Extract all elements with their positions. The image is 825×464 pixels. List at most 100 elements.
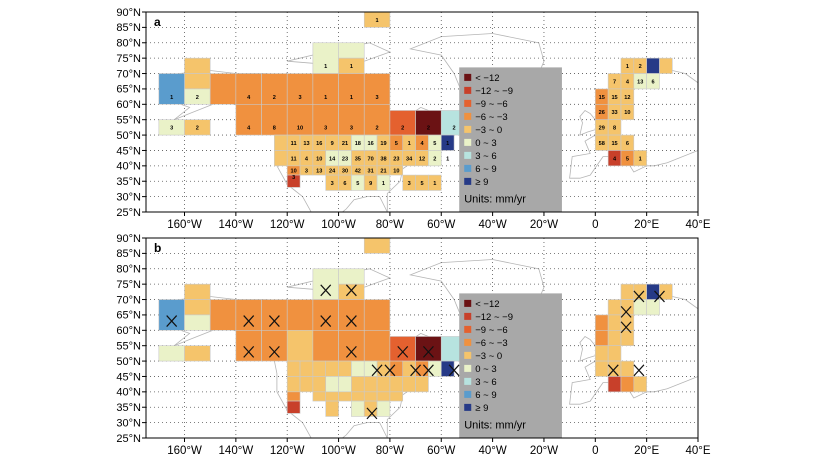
legend-item-label: −9 ~ −6	[475, 99, 508, 110]
lon-tick-label: 80°W	[376, 445, 404, 457]
grid-cell	[607, 330, 622, 346]
legend-swatch	[464, 390, 472, 398]
x-mark	[345, 315, 357, 327]
legend-swatch	[464, 299, 472, 307]
lat-tick-label: 70°N	[116, 294, 141, 306]
grid-cell	[376, 391, 391, 402]
x-mark	[620, 305, 632, 318]
grid-cell	[607, 314, 622, 331]
grid-cell	[620, 104, 635, 120]
cell-count: 21	[342, 141, 348, 147]
cell-count: 3	[350, 126, 353, 132]
x-mark-stroke	[366, 407, 378, 420]
x-mark-stroke	[345, 345, 357, 358]
lat-tick-label: 25°N	[116, 207, 141, 219]
grid-cell	[338, 104, 365, 136]
grid-cell	[299, 360, 314, 377]
lon-tick-label: 40°E	[685, 219, 710, 231]
lon-axis: 160°W 140°W 120°W 100°W 80°W 60°W 40°W 20°W 0 20°…	[167, 438, 711, 457]
grid-cell	[286, 400, 301, 414]
lat-tick-label: 55°N	[116, 114, 141, 126]
x-mark	[166, 315, 178, 327]
grid-cell	[363, 299, 391, 331]
grid-cells	[158, 238, 673, 417]
map-frame	[145, 237, 699, 439]
cell-count: 3	[324, 126, 327, 132]
x-mark	[268, 315, 280, 327]
lon-tick-label: 140°W	[219, 445, 254, 457]
grid-cell	[402, 376, 416, 393]
grid-cell	[633, 376, 647, 393]
grid-cell	[312, 360, 327, 377]
cell-count: 1	[626, 64, 629, 70]
grid-cell	[286, 391, 301, 402]
cell-count: 19	[380, 141, 386, 147]
lon-tick-label: 120°W	[270, 445, 305, 457]
grid-cell	[659, 283, 673, 300]
grid-cell	[389, 336, 416, 362]
x-mark-stroke	[633, 364, 645, 377]
lon-tick-label: 100°W	[321, 219, 356, 231]
grid-cell	[312, 73, 339, 105]
grid-cell	[312, 104, 339, 136]
cell-count: 38	[380, 156, 386, 162]
grid-cells	[158, 12, 673, 191]
cell-count: 1	[350, 95, 353, 101]
grid-cell	[184, 119, 211, 136]
grid-cell	[646, 299, 660, 316]
grid-cell	[312, 268, 339, 300]
legend-swatch	[464, 164, 472, 172]
map-frame	[145, 11, 699, 213]
legend-item-label: 0 ~ 3	[475, 364, 496, 375]
grid-cell	[338, 376, 352, 393]
grid-cell	[607, 376, 622, 393]
x-mark-stroke	[654, 290, 665, 303]
x-mark	[633, 290, 645, 303]
x-mark-stroke	[320, 284, 332, 297]
legend-item-label: −9 ~ −6	[475, 325, 508, 336]
grid-cell	[286, 104, 314, 136]
legend-swatch	[464, 86, 472, 94]
x-mark-stroke	[320, 315, 332, 327]
lat-tick-label: 40°N	[116, 161, 141, 173]
grid-cell	[338, 268, 365, 285]
cell-count: 2	[639, 64, 642, 70]
cell-count: 1	[446, 156, 449, 162]
cell-count: 14	[329, 156, 336, 162]
lat-tick-label: 80°N	[116, 264, 141, 276]
lon-tick-label: 60°W	[427, 445, 455, 457]
grid-cell	[363, 12, 391, 28]
cell-count: 31	[368, 169, 374, 175]
cell-count: 1	[376, 18, 379, 24]
legend-swatch	[464, 177, 472, 185]
cell-count: 5	[356, 181, 359, 187]
cell-count: 7	[613, 79, 616, 85]
x-mark	[243, 345, 255, 358]
x-mark-stroke	[166, 315, 178, 327]
lon-tick-label: 140°W	[219, 219, 254, 231]
cell-count: 1	[382, 181, 385, 187]
cell-count: 11	[291, 141, 297, 147]
lat-axis: 90°N 85°N 80°N 75°N 70°N 65°N 60°N 55°N 50°N 45°N…	[116, 7, 146, 219]
grid-cell	[415, 376, 429, 393]
cell-count: 2	[401, 126, 404, 132]
cell-count: 23	[393, 156, 399, 162]
cell-count: 13	[303, 141, 309, 147]
x-mark	[422, 345, 434, 358]
legend-item-label: 0 ~ 3	[475, 138, 496, 149]
x-mark	[607, 364, 619, 377]
grid-cell	[184, 57, 211, 74]
grid-cell	[286, 330, 314, 362]
cell-count: 10	[316, 156, 322, 162]
grid-cell	[428, 174, 442, 191]
lon-tick-label: 0	[592, 445, 598, 457]
cell-count: 10	[291, 169, 297, 175]
lat-tick-label: 70°N	[116, 68, 141, 80]
x-mark-stroke	[422, 345, 434, 358]
grid-cell	[363, 104, 391, 136]
grid-cell	[633, 150, 647, 167]
lon-tick-label: 20°E	[634, 445, 659, 457]
cell-count: 34	[406, 156, 413, 162]
grid-cell	[184, 345, 211, 362]
cell-count: 42	[355, 169, 361, 175]
